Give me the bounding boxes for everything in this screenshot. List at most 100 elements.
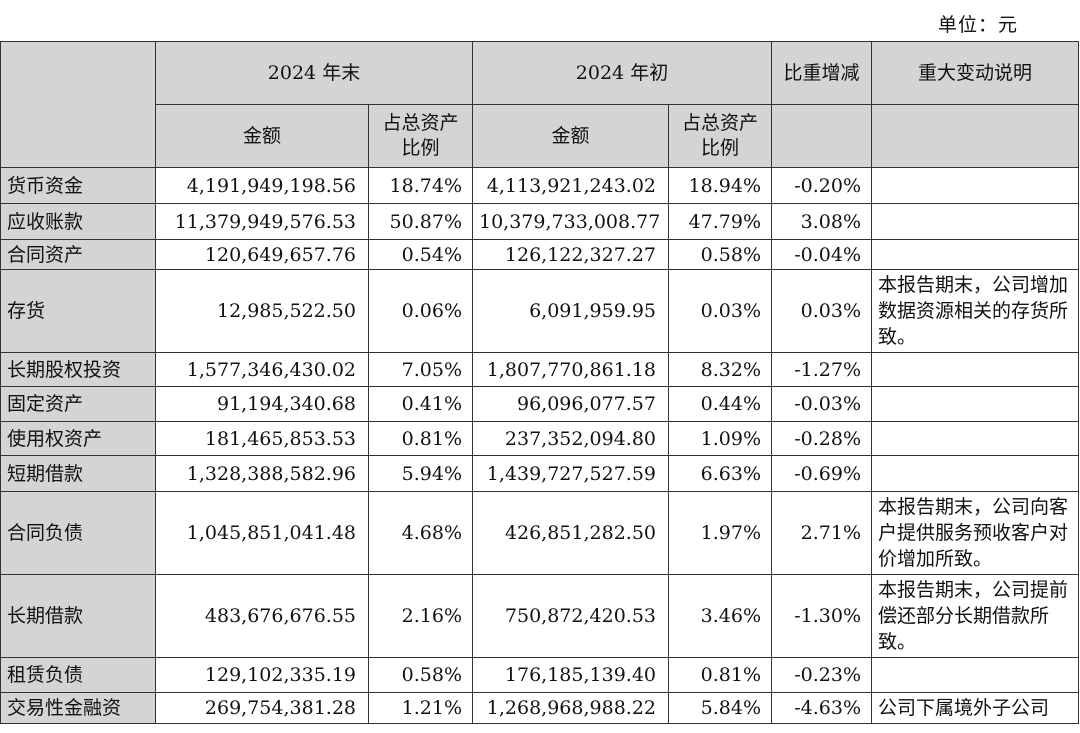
ratio-change: -1.27%: [771, 352, 872, 387]
start-amount: 96,096,077.57: [472, 386, 669, 422]
row-name: 固定资产: [0, 386, 156, 422]
table-row: 应收账款 11,379,949,576.53 50.87% 10,379,733,00…: [0, 203, 1079, 240]
start-amount: 426,851,282.50: [472, 491, 669, 575]
header-end-ratio: 占总资产比例: [368, 104, 473, 168]
header-explanation: 重大变动说明: [871, 41, 1079, 105]
table-row: 使用权资产 181,465,853.53 0.81% 237,352,094.80 1.…: [0, 421, 1079, 456]
end-amount: 120,649,657.76: [155, 239, 369, 270]
end-amount: 1,577,346,430.02: [155, 352, 369, 387]
row-name: 短期借款: [0, 455, 156, 492]
end-amount: 91,194,340.68: [155, 386, 369, 422]
unit-label: 单位：元: [938, 14, 1019, 36]
change-note: 本报告期末，公司增加数据资源相关的存货所致。: [871, 269, 1079, 353]
change-note: 本报告期末，公司向客户提供服务预收客户对价增加所致。: [871, 491, 1079, 575]
end-ratio: 0.06%: [368, 269, 473, 353]
change-note: [871, 657, 1079, 693]
end-ratio: 1.21%: [368, 692, 473, 724]
start-ratio: 18.94%: [668, 167, 772, 204]
row-name: 使用权资产: [0, 421, 156, 456]
row-name: 交易性金融资: [0, 692, 156, 724]
ratio-change: -0.03%: [771, 386, 872, 422]
end-ratio: 2.16%: [368, 574, 473, 658]
table-row: 固定资产 91,194,340.68 0.41% 96,096,077.57 0.44%…: [0, 386, 1079, 422]
start-amount: 750,872,420.53: [472, 574, 669, 658]
start-amount: 176,185,139.40: [472, 657, 669, 693]
end-amount: 129,102,335.19: [155, 657, 369, 693]
table-row: 租赁负债 129,102,335.19 0.58% 176,185,139.40 0.8…: [0, 657, 1079, 693]
start-ratio: 47.79%: [668, 203, 772, 240]
ratio-change: -0.28%: [771, 421, 872, 456]
change-note: [871, 203, 1079, 240]
ratio-change: -0.69%: [771, 455, 872, 492]
table-row: 存货 12,985,522.50 0.06% 6,091,959.95 0.03% 0.0…: [0, 269, 1079, 353]
end-ratio: 4.68%: [368, 491, 473, 575]
table-row: 交易性金融资 269,754,381.28 1.21% 1,268,968,988.2…: [0, 692, 1079, 724]
balance-sheet-table: 2024 年末 2024 年初 比重增减 重大变动说明 金额 占总资产比例 金额…: [0, 41, 1079, 724]
header-explanation-blank: [871, 104, 1079, 168]
start-amount: 126,122,327.27: [472, 239, 669, 270]
start-amount: 1,807,770,861.18: [472, 352, 669, 387]
row-name: 货币资金: [0, 167, 156, 204]
start-amount: 1,268,968,988.22: [472, 692, 669, 724]
start-ratio: 0.58%: [668, 239, 772, 270]
ratio-change: 3.08%: [771, 203, 872, 240]
table-row: 合同资产 120,649,657.76 0.54% 126,122,327.27 0.5…: [0, 239, 1079, 270]
end-amount: 1,328,388,582.96: [155, 455, 369, 492]
change-note: 公司下属境外子公司: [871, 692, 1079, 724]
header-period-end: 2024 年末: [155, 41, 473, 105]
table-row: 合同负债 1,045,851,041.48 4.68% 426,851,282.50 1…: [0, 491, 1079, 575]
header-change-blank: [771, 104, 872, 168]
end-ratio: 0.54%: [368, 239, 473, 270]
end-ratio: 7.05%: [368, 352, 473, 387]
end-amount: 1,045,851,041.48: [155, 491, 369, 575]
start-ratio: 0.44%: [668, 386, 772, 422]
start-amount: 4,113,921,243.02: [472, 167, 669, 204]
ratio-change: -0.04%: [771, 239, 872, 270]
start-ratio: 0.81%: [668, 657, 772, 693]
change-note: [871, 455, 1079, 492]
start-ratio: 6.63%: [668, 455, 772, 492]
table-row: 长期股权投资 1,577,346,430.02 7.05% 1,807,770,861…: [0, 352, 1079, 387]
header-end-amount: 金额: [155, 104, 369, 168]
start-ratio: 1.97%: [668, 491, 772, 575]
ratio-change: -4.63%: [771, 692, 872, 724]
row-name: 应收账款: [0, 203, 156, 240]
start-amount: 1,439,727,527.59: [472, 455, 669, 492]
header-row-2: 金额 占总资产比例 金额 占总资产比例: [1, 104, 1079, 168]
header-item-blank: [0, 41, 156, 168]
end-ratio: 0.41%: [368, 386, 473, 422]
end-amount: 11,379,949,576.53: [155, 203, 369, 240]
header-period-start: 2024 年初: [472, 41, 772, 105]
start-amount: 6,091,959.95: [472, 269, 669, 353]
end-amount: 12,985,522.50: [155, 269, 369, 353]
start-ratio: 5.84%: [668, 692, 772, 724]
change-note: [871, 421, 1079, 456]
start-amount: 237,352,094.80: [472, 421, 669, 456]
end-ratio: 5.94%: [368, 455, 473, 492]
row-name: 长期股权投资: [0, 352, 156, 387]
change-note: [871, 386, 1079, 422]
row-name: 合同负债: [0, 491, 156, 575]
header-start-ratio: 占总资产比例: [668, 104, 772, 168]
ratio-change: -0.23%: [771, 657, 872, 693]
start-ratio: 3.46%: [668, 574, 772, 658]
table-row: 长期借款 483,676,676.55 2.16% 750,872,420.53 3.4…: [0, 574, 1079, 658]
change-note: [871, 239, 1079, 270]
end-ratio: 0.58%: [368, 657, 473, 693]
end-ratio: 50.87%: [368, 203, 473, 240]
table-row: 货币资金 4,191,949,198.56 18.74% 4,113,921,243.…: [0, 167, 1079, 204]
ratio-change: 0.03%: [771, 269, 872, 353]
change-note: [871, 167, 1079, 204]
row-name: 长期借款: [0, 574, 156, 658]
ratio-change: -1.30%: [771, 574, 872, 658]
table-row: 短期借款 1,328,388,582.96 5.94% 1,439,727,527.5…: [0, 455, 1079, 492]
header-change: 比重增减: [771, 41, 872, 105]
end-amount: 269,754,381.28: [155, 692, 369, 724]
change-note: 本报告期末，公司提前偿还部分长期借款所致。: [871, 574, 1079, 658]
ratio-change: -0.20%: [771, 167, 872, 204]
start-amount: 10,379,733,008.77: [472, 203, 669, 240]
row-name: 存货: [0, 269, 156, 353]
end-ratio: 0.81%: [368, 421, 473, 456]
change-note: [871, 352, 1079, 387]
header-start-amount: 金额: [472, 104, 669, 168]
